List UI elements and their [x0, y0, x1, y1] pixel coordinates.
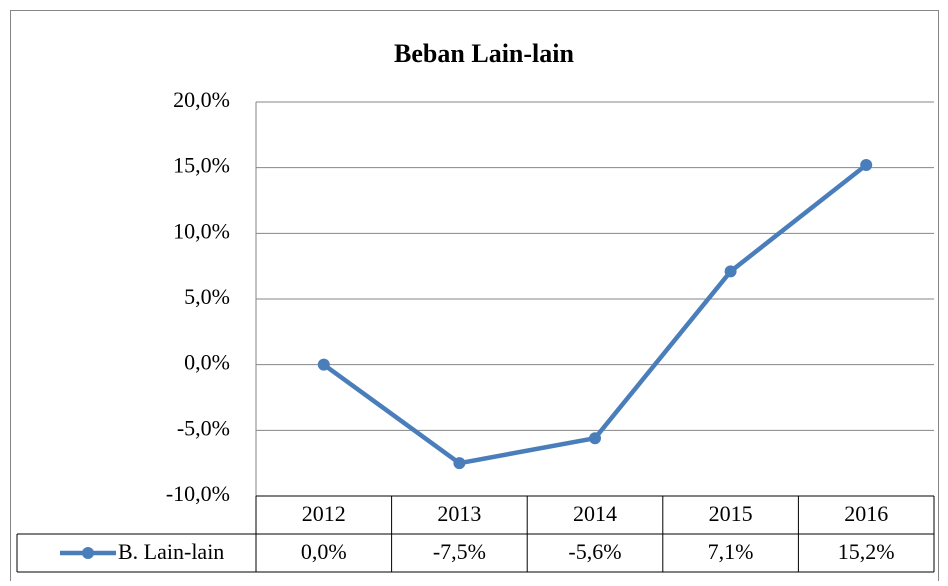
x-tick-label: 2013 [437, 501, 481, 526]
y-tick-label: 15,0% [173, 153, 230, 178]
table-value: 0,0% [301, 539, 347, 564]
legend-marker [82, 547, 94, 559]
y-tick-label: 0,0% [184, 350, 230, 375]
chart-border [10, 10, 939, 586]
x-tick-label: 2014 [573, 501, 617, 526]
x-tick-label: 2012 [302, 501, 346, 526]
y-tick-label: 10,0% [173, 218, 230, 243]
table-value: 7,1% [708, 539, 754, 564]
legend-label: B. Lain-lain [118, 539, 224, 564]
y-tick-label: -5,0% [177, 415, 230, 440]
chart-title: Beban Lain-lain [394, 39, 574, 68]
point [453, 457, 466, 470]
x-tick-label: 2015 [709, 501, 753, 526]
table-value: -5,6% [568, 539, 621, 564]
point [860, 159, 873, 172]
y-tick-label: 5,0% [184, 284, 230, 309]
table-value: 15,2% [838, 539, 895, 564]
table-value: -7,5% [433, 539, 486, 564]
x-tick-label: 2016 [844, 501, 888, 526]
y-tick-label: -10,0% [166, 481, 230, 506]
point [317, 358, 330, 371]
point [724, 265, 737, 278]
point [589, 432, 601, 445]
y-tick-label: 20,0% [173, 87, 230, 112]
